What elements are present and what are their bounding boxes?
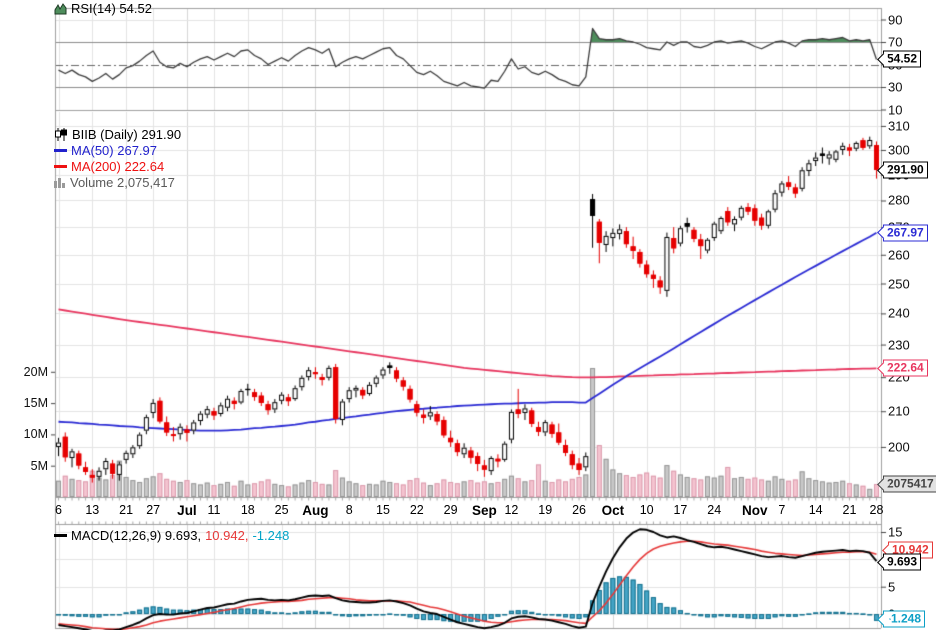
macd-value-badge: 9.693 bbox=[883, 553, 922, 571]
x-axis-day-label: 28 bbox=[869, 503, 884, 517]
macd-y-tick-label: 5 bbox=[888, 579, 896, 595]
x-axis-day-label: 24 bbox=[707, 503, 722, 517]
ma200-line-swatch bbox=[54, 164, 67, 168]
rsi-legend: RSI(14) 54.52 bbox=[54, 1, 152, 16]
ma200-value-badge: 222.64 bbox=[883, 359, 928, 377]
rsi-value-badge: 54.52 bbox=[883, 50, 922, 68]
x-axis-day-label: 11 bbox=[207, 503, 221, 517]
x-axis-day-label: 13 bbox=[85, 503, 100, 517]
volume-y-tick-label: 15M bbox=[23, 396, 48, 411]
volume-bars-icon bbox=[54, 177, 65, 188]
rsi-y-tick-label: 30 bbox=[888, 79, 903, 95]
macd-legend-main: MACD(12,26,9) 9.693, bbox=[71, 528, 202, 543]
x-axis-day-label: 8 bbox=[345, 503, 353, 517]
price-legend: BIIB (Daily) 291.90 MA(50) 267.97 MA(200… bbox=[54, 126, 181, 190]
macd-y-tick-label: 15 bbox=[888, 524, 903, 540]
x-axis-day-label: 29 bbox=[443, 503, 458, 517]
price-y-tick-label: 260 bbox=[888, 247, 910, 263]
price-y-tick-label: 210 bbox=[888, 403, 910, 419]
x-axis-month-label: Nov bbox=[742, 503, 768, 518]
x-axis-day-label: 27 bbox=[146, 503, 161, 517]
macd-hist-badge: -1.248 bbox=[883, 610, 926, 628]
x-axis-day-label: 14 bbox=[808, 503, 823, 517]
volume-y-tick-label: 5M bbox=[30, 458, 48, 473]
rsi-y-tick-label: 10 bbox=[888, 102, 903, 117]
x-axis-month-label: Aug bbox=[302, 503, 329, 518]
rsi-legend-label: RSI(14) 54.52 bbox=[71, 1, 152, 16]
x-axis-day-label: 10 bbox=[639, 503, 654, 517]
macd-legend: MACD(12,26,9) 9.693, 10.942, -1.248 bbox=[54, 528, 289, 543]
x-axis-month-label: Jul bbox=[177, 503, 197, 518]
volume-y-tick-label: 10M bbox=[23, 427, 48, 442]
last-price-badge: 291.90 bbox=[883, 161, 928, 179]
ma200-legend-label: MA(200) 222.64 bbox=[71, 158, 165, 174]
rsi-y-tick-label: 70 bbox=[888, 34, 903, 50]
x-axis-day-label: 19 bbox=[538, 503, 553, 517]
macd-line-swatch bbox=[54, 534, 67, 537]
price-y-tick-label: 310 bbox=[888, 118, 910, 134]
macd-legend-signal: 10.942, bbox=[205, 528, 249, 543]
macd-legend-hist: -1.248 bbox=[252, 528, 290, 543]
ma50-line-swatch bbox=[54, 148, 67, 152]
x-axis-day-label: 22 bbox=[409, 503, 424, 517]
x-axis-day-label: 7 bbox=[778, 503, 786, 517]
x-axis-day-label: 12 bbox=[504, 503, 519, 517]
volume-y-tick-label: 20M bbox=[23, 364, 48, 379]
x-axis-day-label: 15 bbox=[376, 503, 390, 517]
x-axis-day-label: 21 bbox=[842, 503, 857, 517]
price-y-tick-label: 230 bbox=[888, 337, 910, 353]
x-axis-month-label: Oct bbox=[601, 503, 625, 518]
x-axis-day-label: 21 bbox=[119, 503, 134, 517]
x-axis-day-label: 25 bbox=[274, 503, 289, 517]
price-y-tick-label: 280 bbox=[888, 192, 910, 208]
volume-value-badge: 2075417 bbox=[883, 475, 936, 493]
ma50-value-badge: 267.97 bbox=[883, 224, 928, 242]
symbol-title: BIIB (Daily) 291.90 bbox=[72, 126, 182, 142]
volume-legend-label: Volume 2,075,417 bbox=[70, 174, 175, 190]
x-axis-day-label: 26 bbox=[572, 503, 586, 517]
x-axis-day-label: 6 bbox=[55, 503, 62, 517]
x-axis-month-label: Sep bbox=[472, 503, 497, 518]
x-axis-day-label: 17 bbox=[673, 503, 688, 517]
x-axis-day-label: 18 bbox=[240, 503, 255, 517]
price-y-tick-label: 200 bbox=[888, 439, 910, 455]
ma50-legend-label: MA(50) 267.97 bbox=[71, 142, 157, 158]
candlestick-icon bbox=[55, 127, 67, 141]
rsi-area-icon bbox=[54, 3, 67, 15]
rsi-y-tick-label: 90 bbox=[888, 12, 903, 27]
price-y-tick-label: 240 bbox=[888, 305, 910, 321]
price-y-tick-label: 300 bbox=[888, 142, 910, 158]
price-y-tick-label: 250 bbox=[888, 276, 910, 291]
